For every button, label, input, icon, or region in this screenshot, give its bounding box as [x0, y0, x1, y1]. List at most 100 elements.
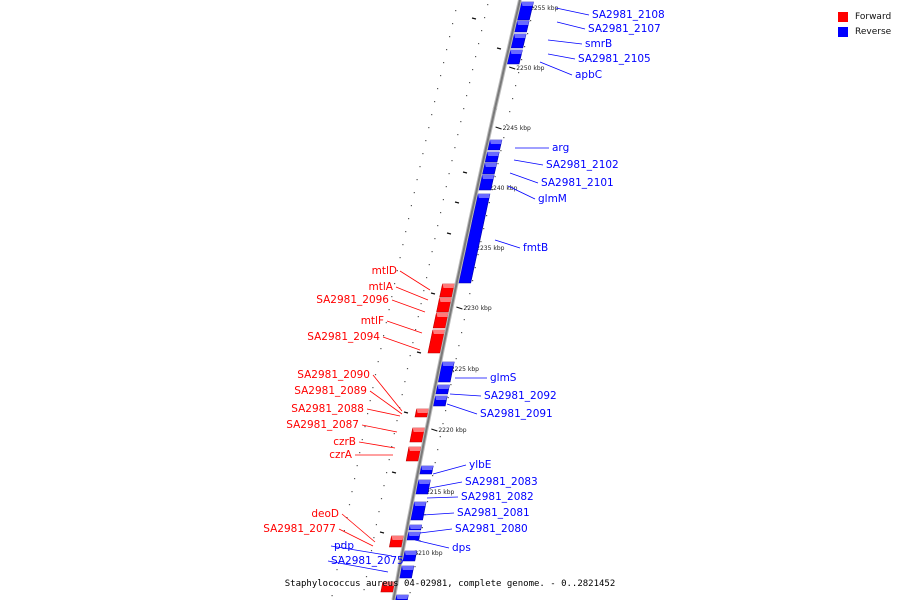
- gene-label: ylbE: [469, 459, 491, 471]
- legend-label-reverse: Reverse: [855, 26, 892, 37]
- map-caption: Staphylococcus aureus 04-02981, complete…: [284, 579, 616, 589]
- gene-arrow-highlight: [442, 362, 455, 366]
- position-dot: [445, 186, 447, 188]
- gene-leader-line: [422, 512, 455, 516]
- position-dot: [380, 498, 383, 500]
- minor-tick: [430, 292, 436, 295]
- gene-leader-line: [556, 21, 586, 30]
- position-dot: [434, 101, 436, 103]
- gene-label: czrA: [329, 449, 353, 461]
- position-dot: [416, 179, 418, 181]
- position-dot: [331, 595, 333, 597]
- gene-arrow-highlight: [404, 551, 417, 555]
- position-dot: [472, 280, 474, 282]
- minor-tick: [471, 17, 477, 20]
- position-dot: [474, 267, 476, 269]
- position-dot: [409, 592, 411, 594]
- position-dot: [458, 345, 460, 347]
- gene-arrow-highlight: [484, 163, 497, 167]
- position-dot: [428, 127, 430, 129]
- minor-tick: [391, 471, 397, 474]
- position-dot: [333, 582, 336, 584]
- gene-features: [380, 1, 534, 600]
- gene-arrow-highlight: [510, 50, 523, 54]
- position-dot: [346, 517, 348, 519]
- gene-arrow-highlight: [414, 502, 427, 506]
- position-dot: [410, 205, 412, 207]
- legend-label-forward: Forward: [855, 11, 892, 22]
- position-dot: [404, 381, 406, 383]
- position-dot: [372, 387, 374, 389]
- position-dot: [406, 368, 409, 370]
- position-dot: [454, 147, 456, 149]
- position-dot: [388, 459, 390, 461]
- gene-label: SA2981_2082: [461, 491, 534, 503]
- position-dot: [509, 111, 511, 113]
- position-dot: [486, 215, 488, 217]
- position-dot: [414, 566, 416, 568]
- position-dot: [380, 348, 382, 350]
- position-dot: [521, 59, 523, 61]
- position-dot: [524, 46, 526, 48]
- position-dot: [506, 124, 508, 126]
- position-dot: [431, 251, 433, 253]
- minor-tick: [496, 47, 502, 50]
- legend-item-forward: Forward: [838, 9, 891, 24]
- position-dot: [422, 153, 424, 155]
- tick-label: 2255 kbp: [530, 5, 558, 12]
- position-dot: [373, 537, 375, 539]
- position-dot: [411, 579, 414, 581]
- position-dot: [388, 309, 390, 311]
- gene-label: dps: [452, 542, 471, 554]
- position-dot: [416, 553, 419, 555]
- gene-arrow-highlight: [487, 152, 500, 156]
- position-dot: [428, 264, 430, 266]
- gene-label: apbC: [575, 69, 602, 81]
- position-dot: [477, 254, 479, 256]
- position-dot: [359, 452, 361, 454]
- minor-tick: [454, 201, 460, 204]
- position-dot: [461, 332, 463, 334]
- position-dot: [447, 397, 449, 399]
- position-dot: [460, 121, 462, 123]
- position-dot: [478, 43, 480, 45]
- position-dot: [440, 212, 442, 214]
- gene-arrow-highlight: [408, 532, 421, 536]
- gene-leader-line: [429, 481, 463, 489]
- position-dot: [463, 108, 465, 110]
- gene-leader-line: [507, 185, 536, 200]
- legend: Forward Reverse: [838, 9, 891, 39]
- legend-item-reverse: Reverse: [838, 24, 891, 39]
- gene-leader-line: [446, 403, 478, 415]
- gene-leader-line: [382, 336, 421, 351]
- gene-arrow-highlight: [421, 466, 434, 470]
- genome-backbone: [391, 0, 522, 600]
- tick-mark: [495, 126, 502, 130]
- position-dot: [455, 10, 457, 12]
- position-dot: [449, 36, 451, 38]
- position-dot: [440, 75, 442, 77]
- position-dot: [494, 176, 496, 178]
- gene-arrow-highlight: [391, 536, 404, 540]
- position-dot: [408, 218, 410, 220]
- position-dot: [354, 478, 356, 480]
- position-dot: [487, 4, 489, 6]
- gene-label: mtlF: [361, 315, 384, 327]
- gene-label: deoD: [311, 508, 339, 520]
- gene-label: SA2981_2108: [592, 9, 665, 21]
- gene-arrow-highlight: [382, 582, 395, 586]
- minor-tick: [379, 531, 385, 534]
- gene-arrow-highlight: [409, 525, 422, 529]
- position-dot: [442, 199, 444, 201]
- position-dot: [368, 563, 370, 565]
- position-dot: [391, 296, 393, 298]
- position-dot: [364, 426, 366, 428]
- gene-label: glmM: [538, 193, 567, 205]
- position-dot: [419, 540, 421, 542]
- position-dot: [426, 277, 428, 279]
- gene-label: SA2981_2107: [588, 23, 661, 35]
- position-dot: [367, 413, 369, 415]
- gene-arrow-highlight: [437, 385, 450, 389]
- position-dots: [331, 4, 535, 597]
- tick-label: 2250 kbp: [516, 65, 544, 72]
